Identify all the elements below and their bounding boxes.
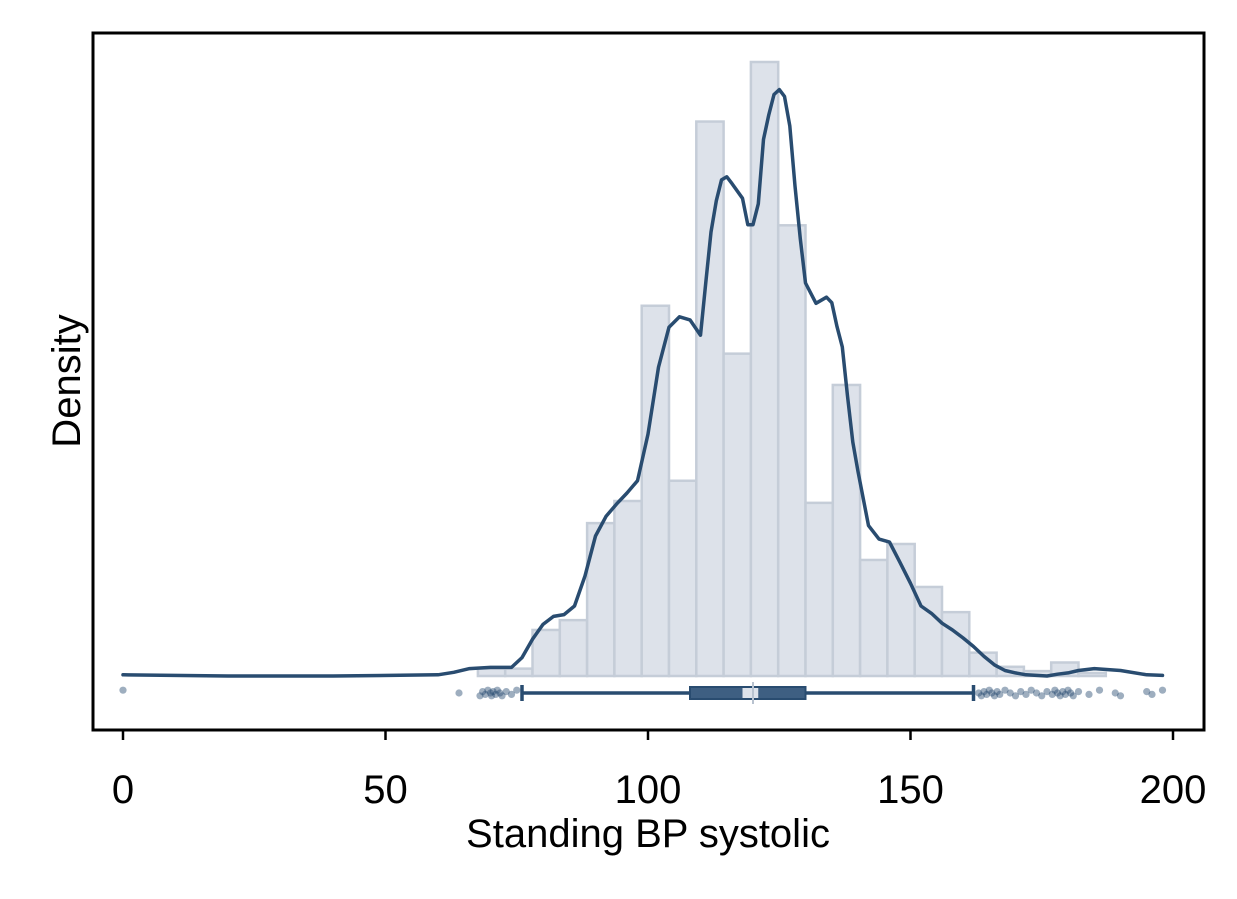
x-axis-ticks: 0 50 100 150 200 — [112, 730, 1207, 812]
histogram-bar — [667, 479, 698, 678]
outlier-point — [1059, 688, 1067, 696]
outlier-point — [498, 692, 506, 700]
outlier-point — [1053, 689, 1062, 697]
outlier-point — [513, 686, 521, 694]
outlier-point — [479, 688, 487, 696]
outlier-point — [487, 692, 496, 700]
outlier-point — [1006, 689, 1014, 697]
outlier-point — [496, 689, 504, 697]
outlier-point — [484, 686, 492, 694]
histogram-bar — [858, 558, 889, 678]
outlier-point — [993, 688, 1001, 696]
outlier-point — [1027, 686, 1035, 694]
outlier-point — [977, 692, 985, 700]
histogram-bar — [558, 618, 589, 678]
outlier-point — [1048, 690, 1056, 699]
x-tick-label: 0 — [112, 768, 134, 812]
outlier-point — [493, 686, 501, 694]
outlier-point — [1067, 689, 1075, 697]
median-confidence-band — [742, 688, 759, 698]
outlier-point — [985, 686, 993, 694]
outlier-point — [481, 690, 489, 699]
density-curve-line — [121, 87, 1165, 678]
histogram-bar — [531, 628, 562, 678]
density-curve-layer — [121, 87, 1165, 678]
outlier-point — [980, 688, 988, 696]
x-tick-label: 50 — [363, 768, 408, 812]
outlier-point — [1069, 692, 1077, 700]
outlier-point — [119, 686, 127, 694]
x-tick-label: 150 — [877, 768, 944, 812]
outlier-point — [486, 689, 495, 697]
histogram-bar — [503, 667, 534, 678]
outlier-point — [1022, 690, 1030, 699]
outlier-point — [1143, 688, 1151, 696]
x-tick-label: 200 — [1140, 768, 1207, 812]
histogram-bar — [940, 610, 971, 678]
outlier-point — [1038, 692, 1046, 700]
outlier-point — [1064, 686, 1072, 694]
outlier-point — [1111, 689, 1119, 697]
outlier-point — [1085, 690, 1093, 699]
y-axis-label: Density — [45, 314, 89, 447]
outlier-point — [1158, 686, 1167, 694]
outlier-point — [492, 690, 500, 699]
outlier-point — [996, 690, 1004, 699]
histogram-bar — [476, 667, 507, 678]
outlier-points-layer — [119, 686, 1167, 700]
outlier-point — [489, 688, 497, 696]
outlier-point — [1095, 686, 1104, 694]
outlier-point — [988, 689, 996, 697]
outlier-point — [1001, 686, 1009, 694]
outlier-point — [1148, 690, 1156, 699]
outlier-point — [1017, 688, 1025, 696]
outlier-point — [975, 689, 983, 697]
histogram-bar — [722, 352, 753, 678]
outlier-point — [476, 692, 484, 700]
outlier-point — [1011, 692, 1020, 700]
histogram-bar — [613, 499, 643, 678]
histogram-bar — [831, 383, 862, 678]
outlier-point — [1051, 686, 1059, 694]
histogram-bar — [749, 60, 780, 678]
x-tick-label: 100 — [615, 768, 682, 812]
outlier-point — [1032, 689, 1041, 697]
outlier-point — [983, 690, 991, 699]
x-axis-label: Standing BP systolic — [466, 812, 830, 856]
histogram-bar — [1077, 671, 1108, 678]
outlier-point — [1074, 688, 1083, 696]
outlier-point — [1116, 692, 1125, 700]
histogram-bar — [804, 501, 835, 678]
histogram-bar — [776, 224, 807, 678]
outlier-point — [455, 689, 463, 697]
outlier-point — [507, 690, 516, 699]
outlier-point — [502, 688, 510, 696]
histogram-bar — [640, 304, 671, 678]
outlier-point — [990, 692, 999, 700]
histogram-bar — [695, 120, 725, 678]
outlier-point — [1061, 690, 1069, 699]
histogram-bars — [476, 60, 1108, 678]
boxplot-layer — [520, 682, 976, 704]
outlier-point — [1043, 688, 1051, 696]
outlier-point — [1056, 692, 1064, 700]
